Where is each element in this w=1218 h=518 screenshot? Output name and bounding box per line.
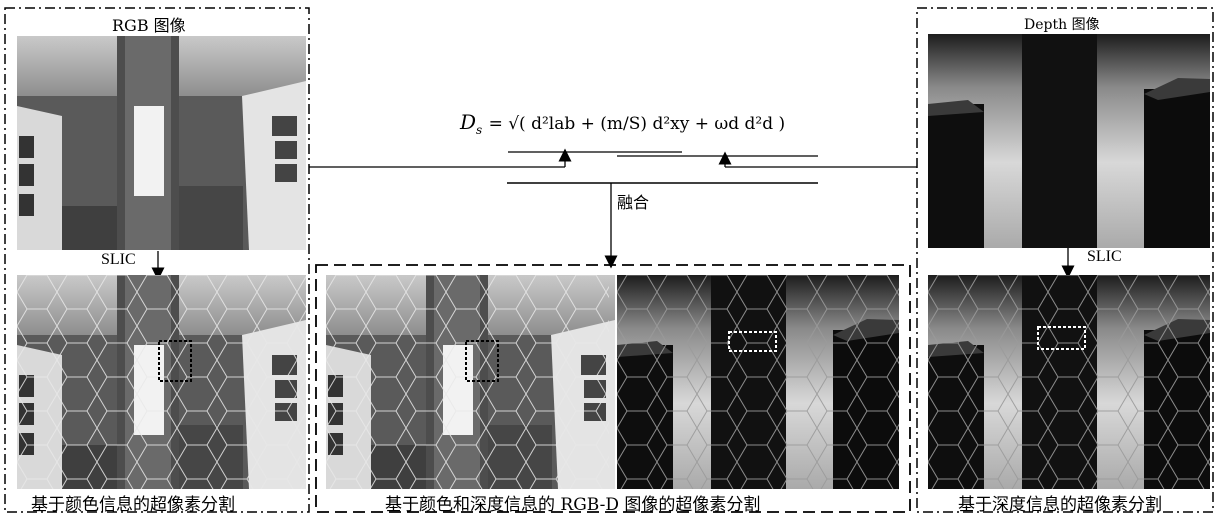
distance-formula: Ds = √( d²lab + (m/S) d²xy + ωd d²d )	[460, 110, 785, 137]
depth-superpixel-image	[928, 275, 1210, 489]
left-highlight-box	[158, 340, 192, 382]
fused-depth-superpixel-image	[617, 275, 899, 489]
center-depth-highlight-box	[728, 331, 777, 352]
rgb-superpixel-image	[17, 275, 306, 489]
formula-rhs: = √( d²lab + (m/S) d²xy + ωd d²d )	[488, 114, 786, 134]
depth-image	[928, 34, 1210, 248]
left-panel-frame	[4, 7, 310, 513]
right-highlight-box	[1037, 326, 1086, 350]
formula-lhs: D	[460, 110, 477, 134]
right-slic-label: SLIC	[1087, 248, 1122, 265]
left-caption: 基于颜色信息的超像素分割	[31, 495, 235, 515]
center-caption: 基于颜色和深度信息的 RGB-D 图像的超像素分割	[385, 495, 761, 515]
rgb-image-title: RGB 图像	[112, 16, 186, 35]
left-slic-label: SLIC	[101, 251, 136, 268]
center-panel-frame	[315, 264, 911, 513]
rgb-image	[17, 36, 306, 250]
fusion-label: 融合	[617, 193, 650, 212]
depth-image-title: Depth 图像	[1024, 17, 1100, 33]
right-panel-frame	[916, 7, 1214, 513]
formula-lhs-sub: s	[476, 123, 483, 137]
fused-rgb-superpixel-image	[326, 275, 615, 489]
center-rgb-highlight-box	[465, 340, 499, 382]
right-caption: 基于深度信息的超像素分割	[958, 495, 1162, 515]
